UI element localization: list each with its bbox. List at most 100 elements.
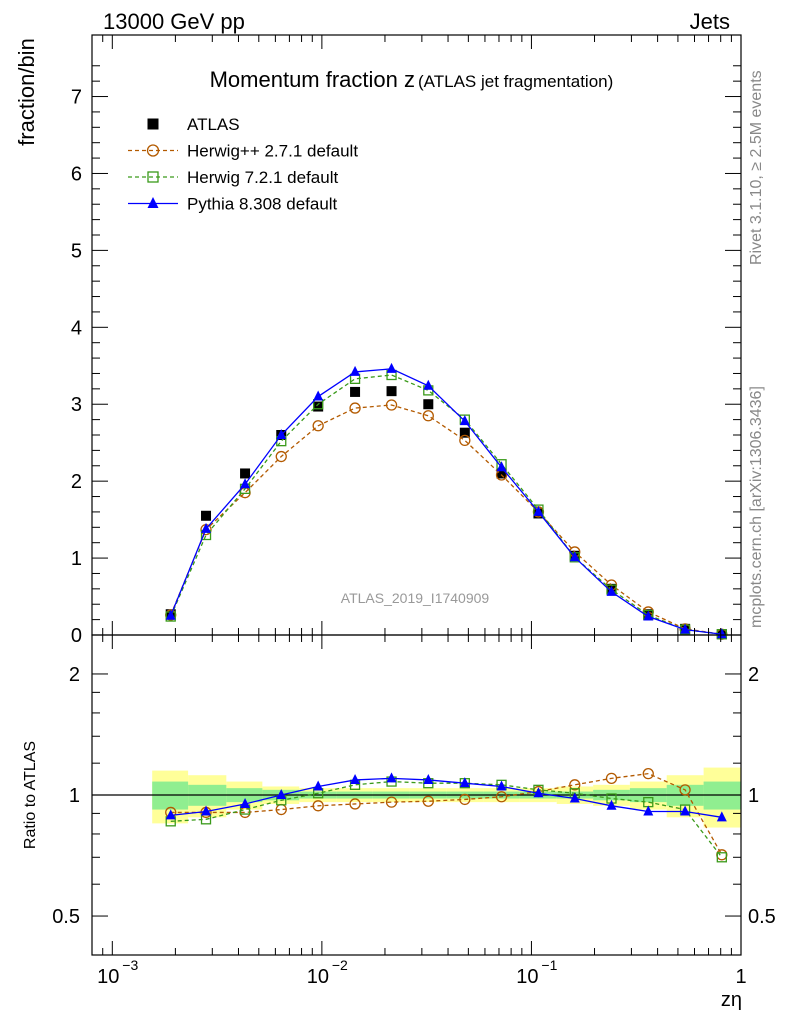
mcplots-label: mcplots.cern.ch [arXiv:1306.3436]	[748, 386, 765, 628]
ratio-point	[459, 777, 470, 788]
ratio-point	[422, 795, 434, 807]
data-point	[459, 434, 471, 447]
ratio-point	[423, 773, 434, 784]
data-point	[386, 362, 397, 373]
ratio-point	[716, 849, 728, 861]
ratio-y-tick-label: 1	[69, 785, 80, 807]
main-y-tick-label: 7	[71, 87, 82, 109]
data-point	[201, 522, 212, 533]
legend-marker	[147, 118, 159, 130]
legend-item-pythia-8-308-default: Pythia 8.308 default	[128, 195, 338, 214]
ratio-point	[459, 793, 471, 806]
ratio-point	[569, 792, 580, 803]
analysis-watermark: ATLAS_2019_I1740909	[341, 590, 490, 606]
data-point	[350, 386, 361, 397]
data-point	[349, 402, 361, 414]
ratio-point	[605, 772, 618, 785]
main-y-tick-label: 3	[71, 394, 82, 416]
data-point	[716, 628, 727, 639]
data-point	[680, 623, 691, 634]
ratio-ylabel: Ratio to ATLAS	[22, 741, 39, 849]
data-point	[276, 429, 287, 439]
x-axis-label: zη	[721, 989, 742, 1011]
data-point	[423, 379, 434, 390]
legend-label: Herwig 7.2.1 default	[187, 168, 338, 187]
header-left: 13000 GeV pp	[103, 9, 245, 34]
main-y-tick-label: 4	[71, 317, 82, 339]
legend-marker	[147, 171, 159, 183]
data-point	[459, 427, 470, 438]
ratio-line	[170, 772, 723, 856]
ratio-line	[170, 777, 722, 818]
ratio-point	[716, 852, 727, 863]
x-tick-label: 10	[516, 966, 538, 988]
ratio-point	[386, 772, 397, 783]
data-point	[496, 468, 507, 479]
legend-item-herwig-7-2-1-default: Herwig 7.2.1 default	[128, 168, 338, 187]
ratio-point	[642, 768, 654, 780]
main-panel: 0 1 2 3 4 5 6 7	[71, 34, 742, 647]
ratio-point	[240, 797, 251, 808]
ratio-y-tick-label-right: 1	[748, 785, 759, 807]
ratio-point	[350, 773, 361, 784]
data-point	[313, 390, 324, 401]
ratio-line	[170, 780, 723, 858]
x-tick-label-exponent: −3	[122, 957, 138, 973]
series-line	[170, 368, 722, 635]
x-tick-label: 1	[735, 966, 746, 988]
chart-title-sub: (ATLAS jet fragmentation)	[418, 72, 613, 91]
ratio-point	[679, 784, 691, 796]
main-y-tick-label: 5	[71, 240, 82, 262]
main-ylabel: fraction/bin	[14, 38, 39, 146]
legend-label: Pythia 8.308 default	[187, 195, 338, 214]
data-point	[201, 510, 212, 521]
ratio-point	[276, 789, 287, 799]
legend-item-atlas: ATLAS	[147, 115, 240, 134]
x-tick-label-exponent: −2	[332, 957, 348, 973]
x-tick-label: 10	[97, 966, 119, 988]
ratio-y-tick-label-right: 0.5	[748, 906, 776, 928]
ratio-point	[680, 805, 691, 816]
series-line	[170, 374, 722, 635]
ratio-point	[716, 811, 727, 822]
ratio-point	[496, 780, 507, 791]
ratio-point	[349, 798, 361, 810]
rivet-label: Rivet 3.1.10, ≥ 2.5M events	[748, 70, 765, 265]
ratio-point	[313, 780, 324, 791]
ratio-point	[495, 791, 508, 803]
ratio-panel: 10−310−210−110.5 0.51 12 2	[52, 35, 776, 988]
legend-marker	[146, 144, 160, 157]
legend-label: ATLAS	[187, 115, 240, 134]
main-y-tick-label: 1	[71, 548, 82, 570]
data-point	[496, 461, 507, 472]
legend-marker	[147, 197, 159, 208]
data-point	[569, 551, 580, 562]
series-line	[170, 404, 722, 635]
data-point	[423, 399, 434, 410]
ratio-series-pythia-8-308-default	[165, 772, 727, 822]
data-point	[275, 450, 287, 463]
main-y-tick-label: 0	[71, 625, 82, 647]
data-point	[606, 585, 617, 596]
ratio-point	[201, 805, 212, 816]
data-point	[313, 401, 324, 412]
data-point	[165, 609, 176, 620]
x-tick-label: 10	[307, 966, 329, 988]
x-tick-label-exponent: −1	[541, 957, 557, 973]
legend: ATLAS Herwig++ 2.7.1 default Herwig 7.2.1 …	[128, 115, 358, 214]
ratio-point	[385, 796, 398, 808]
ratio-point	[643, 805, 654, 816]
data-point	[240, 478, 251, 489]
ratio-y-tick-label: 0.5	[52, 906, 80, 928]
ratio-point	[312, 800, 324, 812]
data-point	[386, 386, 397, 397]
main-y-tick-label: 6	[71, 163, 82, 185]
ratio-point	[165, 809, 176, 820]
ratio-point	[606, 799, 617, 810]
data-point	[533, 505, 544, 516]
ratio-y-tick-label-right: 2	[748, 664, 759, 686]
main-y-tick-label: 2	[71, 471, 82, 493]
series-pythia-8-308-default	[165, 362, 727, 639]
data-point	[312, 420, 324, 432]
